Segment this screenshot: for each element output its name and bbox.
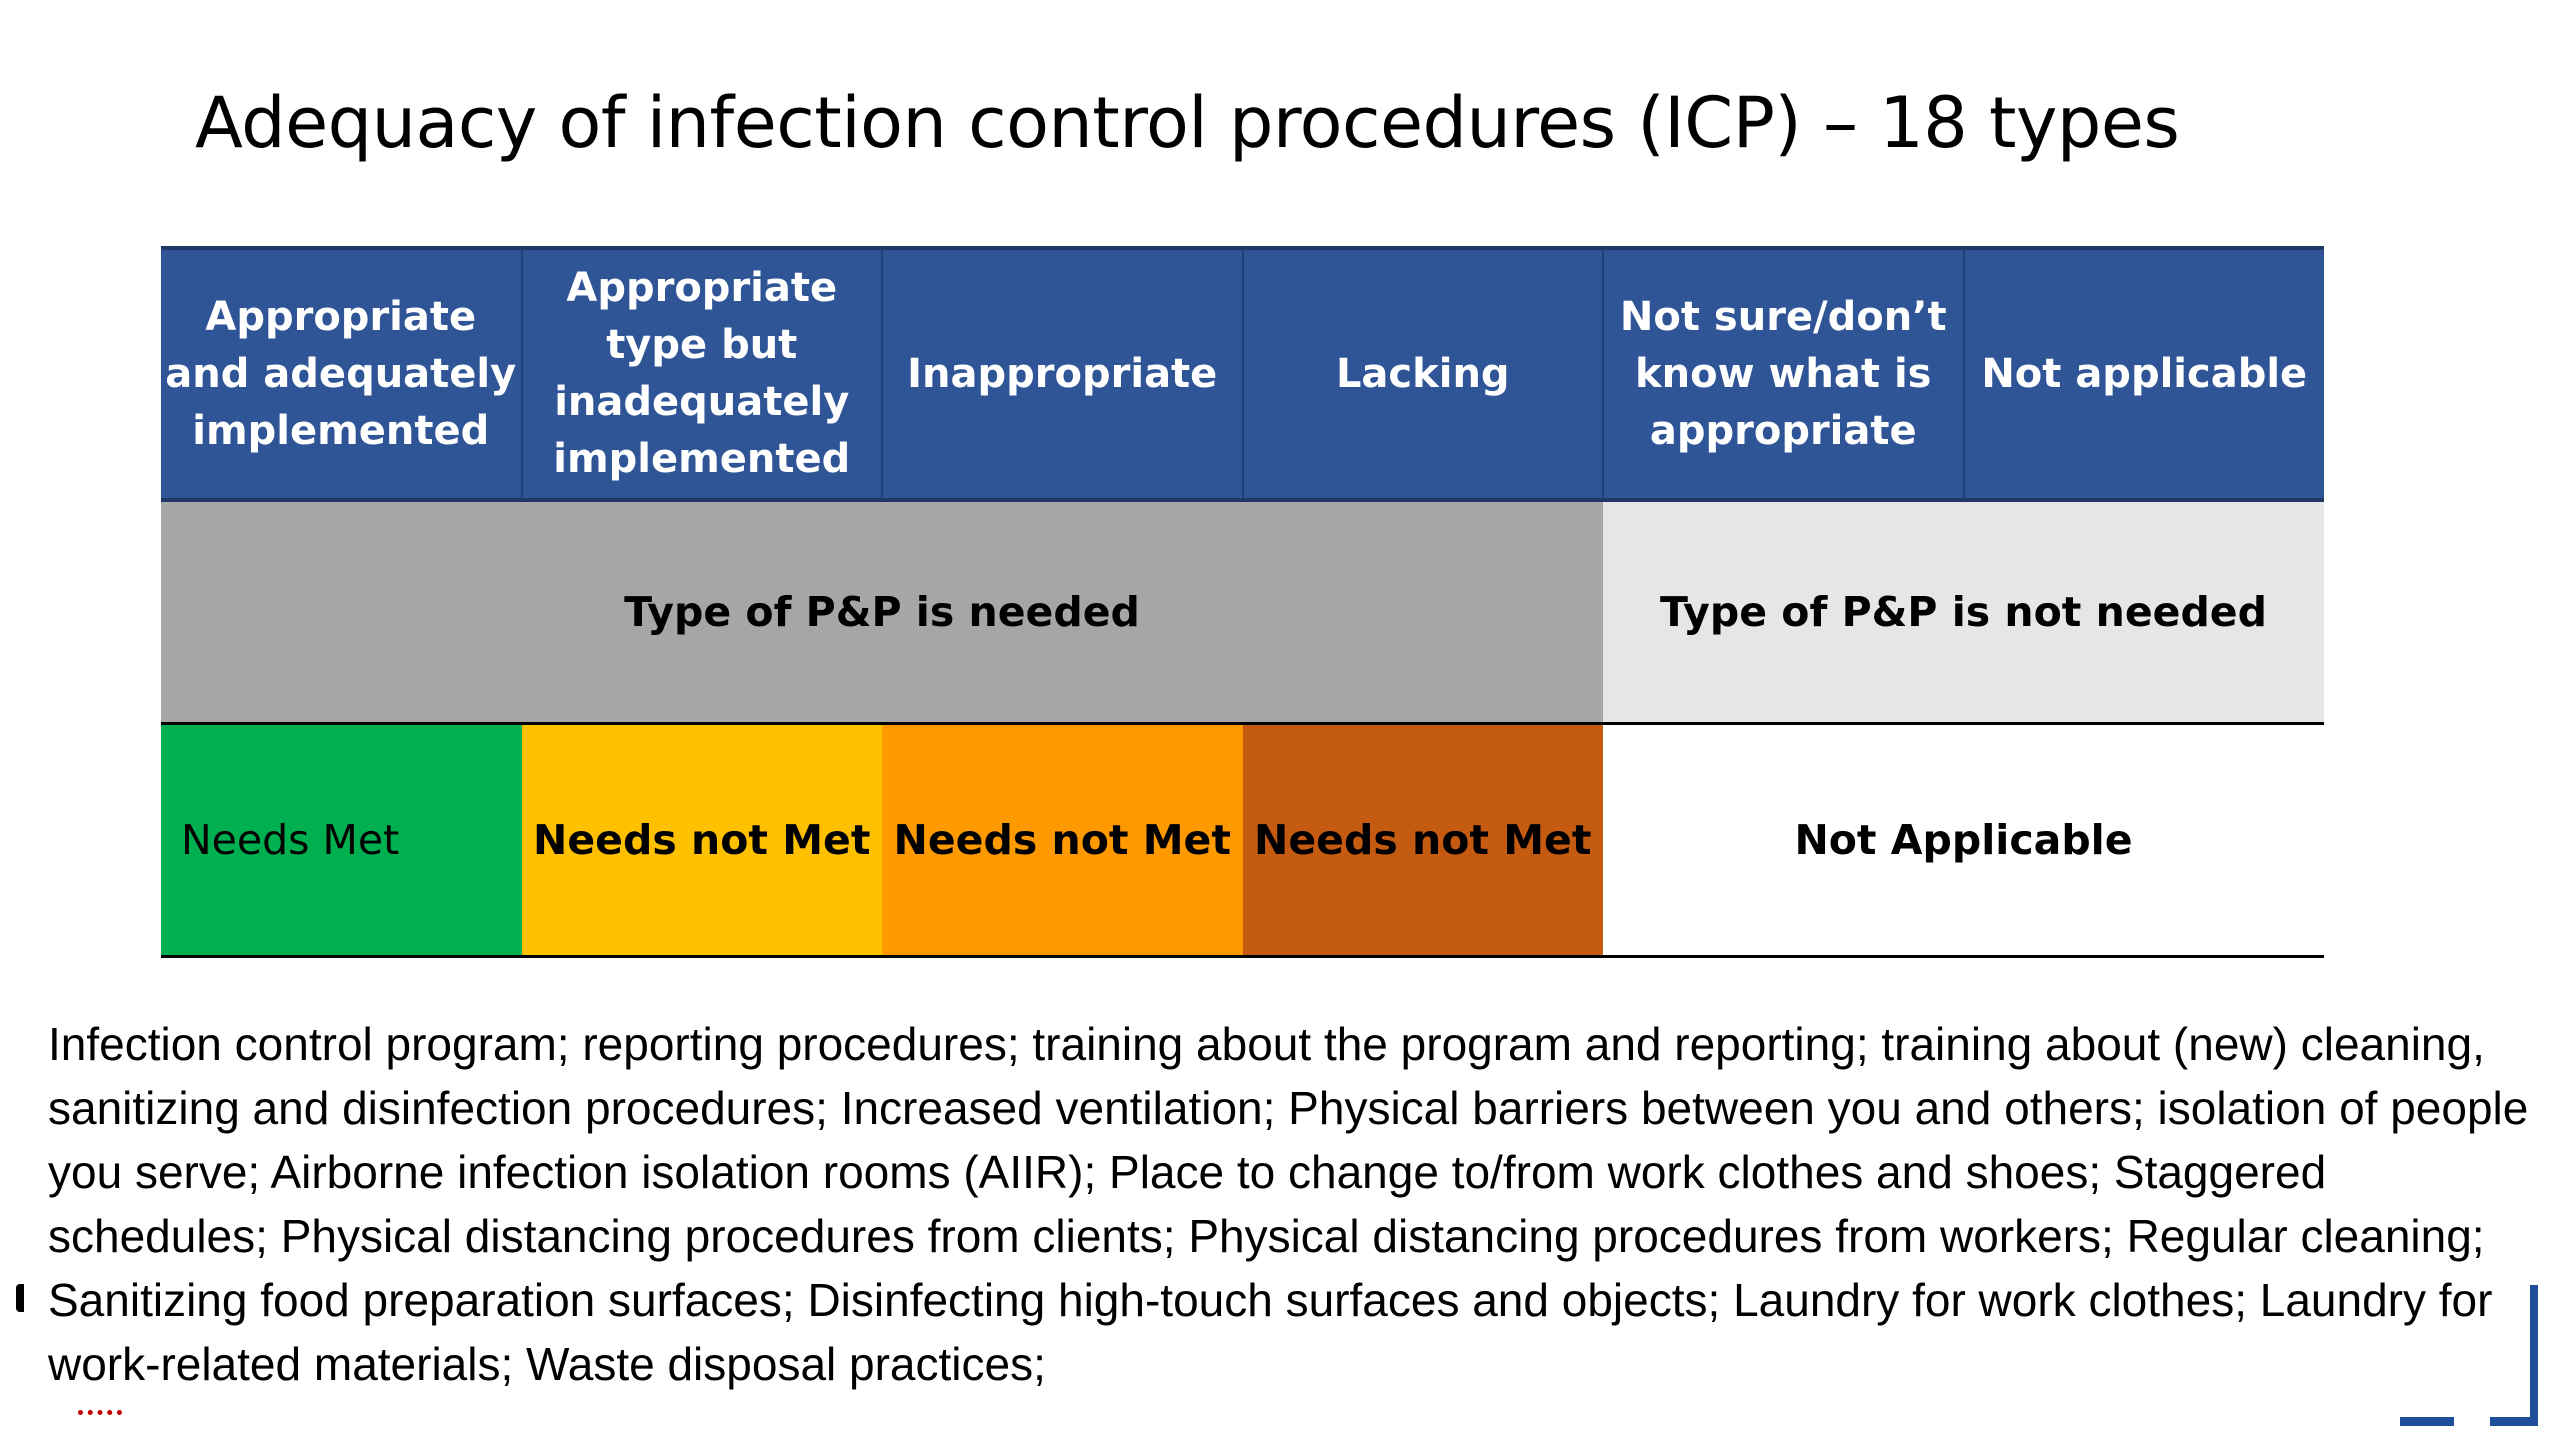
header-not-applicable: Not applicable <box>1963 246 2324 502</box>
needs-met-cell: Needs Met <box>161 722 522 958</box>
red-dots-mark <box>78 1410 122 1423</box>
slide-title: Adequacy of infection control procedures… <box>195 82 2180 164</box>
need-row: Type of P&P is needed Type of P&P is not… <box>161 500 2324 724</box>
header-lacking: Lacking <box>1242 246 1604 502</box>
header-row: Appropriate and adequately implemented A… <box>161 246 2324 502</box>
corner-bracket-horizontal <box>2490 1417 2538 1426</box>
icp-adequacy-table: Appropriate and adequately implemented A… <box>161 246 2324 958</box>
left-edge-mark <box>16 1284 24 1312</box>
pp-needed-cell: Type of P&P is needed <box>161 500 1603 724</box>
icp-types-list: Infection control program; reporting pro… <box>48 1018 2529 1390</box>
corner-bracket-vertical <box>2530 1285 2538 1425</box>
header-not-sure: Not sure/don’t know what is appropriate <box>1603 246 1965 502</box>
status-row: Needs Met Needs not Met Needs not Met Ne… <box>161 722 2324 958</box>
corner-bracket-dash <box>2400 1417 2454 1426</box>
header-appropriate-adequate: Appropriate and adequately implemented <box>161 246 523 502</box>
pp-not-needed-cell: Type of P&P is not needed <box>1603 500 2324 724</box>
header-appropriate-inadequate: Appropriate type but inadequately implem… <box>521 246 883 502</box>
needs-not-met-cell-1: Needs not Met <box>521 722 882 958</box>
needs-not-met-cell-3: Needs not Met <box>1242 722 1603 958</box>
not-applicable-cell: Not Applicable <box>1603 722 2324 958</box>
header-inappropriate: Inappropriate <box>882 246 1244 502</box>
needs-not-met-cell-2: Needs not Met <box>882 722 1243 958</box>
